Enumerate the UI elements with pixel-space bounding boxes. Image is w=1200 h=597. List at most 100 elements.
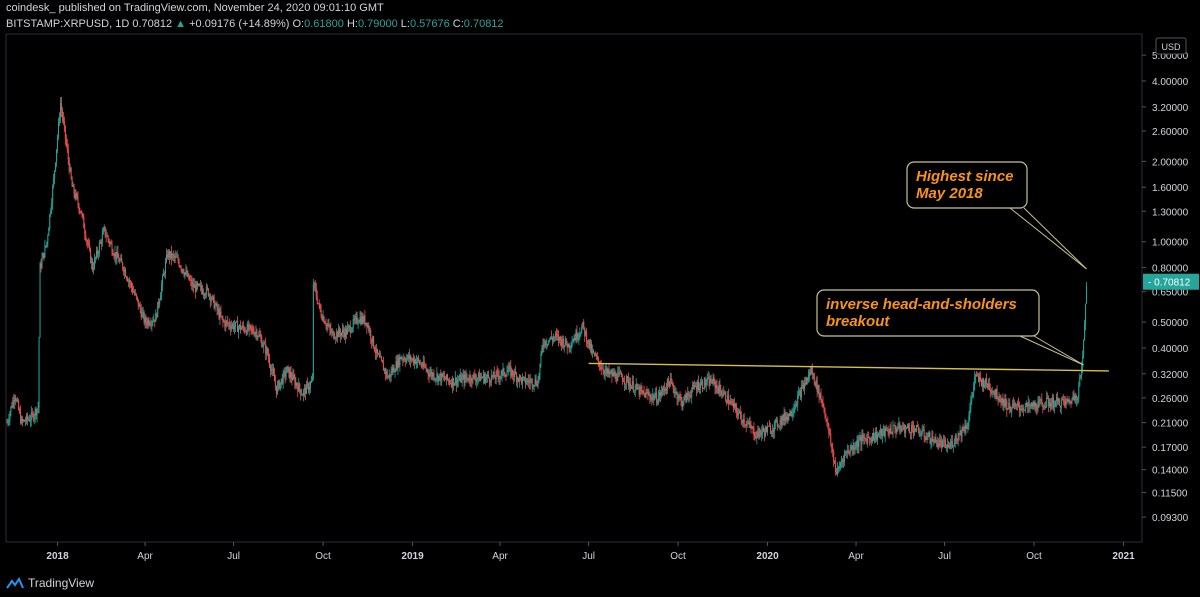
candle-body xyxy=(982,379,984,388)
candle-body xyxy=(90,248,92,263)
candle-body xyxy=(121,258,123,263)
candle-body xyxy=(918,431,920,436)
candle-body xyxy=(756,431,758,438)
currency-badge[interactable] xyxy=(1155,37,1187,55)
candle-body xyxy=(228,323,230,325)
candle-body xyxy=(175,256,177,258)
candle-body xyxy=(344,328,346,338)
candle-body xyxy=(973,383,975,393)
candle-body xyxy=(688,394,690,396)
candle-body xyxy=(1045,406,1047,408)
candle-body xyxy=(907,424,909,427)
candle-body xyxy=(192,283,194,287)
candle-body xyxy=(12,400,14,408)
candle-body xyxy=(885,427,887,431)
candle-body xyxy=(823,406,825,408)
candle-body xyxy=(501,370,503,376)
footer: TradingView xyxy=(0,572,1200,597)
candle-body xyxy=(892,425,894,434)
candle-body xyxy=(428,373,430,377)
candle-body xyxy=(841,459,843,463)
candle-body xyxy=(936,439,938,447)
candle-body xyxy=(278,381,280,389)
candle-body xyxy=(613,372,615,377)
candle-body xyxy=(1003,399,1005,406)
candle-body xyxy=(822,402,824,407)
candle-body xyxy=(123,268,125,273)
candle-body xyxy=(612,372,614,377)
candle-body xyxy=(94,257,96,259)
candle-body xyxy=(312,284,314,379)
candle-body xyxy=(124,269,126,273)
candle-body xyxy=(899,423,901,432)
candle-body xyxy=(378,354,380,358)
candle-body xyxy=(872,433,874,442)
candle-body xyxy=(261,338,263,347)
x-tick-label: 2018 xyxy=(46,551,69,562)
candle-body xyxy=(555,333,557,335)
candle-body xyxy=(413,359,415,364)
candle-body xyxy=(429,373,431,377)
candle-body xyxy=(437,373,439,382)
candle-body xyxy=(358,321,360,323)
candle-body xyxy=(361,316,363,324)
candle-body xyxy=(284,371,286,377)
candle-body xyxy=(641,390,643,392)
candle-body xyxy=(155,313,157,322)
candle-body xyxy=(391,370,393,373)
candle-body xyxy=(879,429,881,434)
candle-body xyxy=(346,327,348,335)
candle-body xyxy=(330,328,332,333)
candle-body xyxy=(886,430,888,432)
candle-body xyxy=(193,283,195,288)
candle-body xyxy=(1012,403,1014,409)
candle-body xyxy=(129,282,131,284)
tradingview-logo[interactable]: TradingView xyxy=(6,576,94,590)
y-tick-label: 1.60000 xyxy=(1152,183,1189,194)
candle-body xyxy=(835,462,837,473)
candle-body xyxy=(462,375,464,378)
candle-body xyxy=(408,355,410,360)
candle-body xyxy=(486,374,488,377)
candle-body xyxy=(418,360,420,364)
candle-body xyxy=(571,342,573,347)
candle-body xyxy=(1043,406,1045,408)
candle-body xyxy=(285,372,287,377)
candle-body xyxy=(590,343,592,348)
candle-body xyxy=(1030,402,1032,405)
candle-body xyxy=(495,371,497,379)
plot-area[interactable] xyxy=(5,33,1143,543)
candle-body xyxy=(336,331,338,338)
candle-body xyxy=(935,437,937,440)
candle-body xyxy=(296,382,298,387)
candle-body xyxy=(386,371,388,378)
callout-pointer xyxy=(1019,335,1084,366)
neckline-trendline xyxy=(588,362,1109,372)
candle-body xyxy=(736,411,738,416)
candle-body xyxy=(313,282,315,285)
candle-body xyxy=(616,379,618,382)
candle-body xyxy=(1086,285,1088,304)
candle-body xyxy=(751,427,753,429)
candle-body xyxy=(69,168,71,171)
candle-body xyxy=(705,383,707,386)
price-axis[interactable]: 5.00000 4.00000 3.20000 2.60000 2.00000 1.600… xyxy=(1142,51,1189,524)
candle-body xyxy=(766,427,768,433)
candle-body xyxy=(182,269,184,273)
publisher-name[interactable]: coindesk_ xyxy=(6,2,56,14)
candle-body xyxy=(492,372,494,377)
candle-body xyxy=(640,387,642,391)
candle-body xyxy=(474,374,476,379)
candle-body xyxy=(368,325,370,332)
candle-body xyxy=(734,403,736,407)
candle-body xyxy=(406,358,408,363)
candle-body xyxy=(216,303,218,310)
candle-body xyxy=(360,316,362,324)
candle-body xyxy=(1076,399,1078,401)
time-axis[interactable]: 2018 Apr Jul Oct 2019 Apr Jul Oct 2020 Apr Jul Oct 2… xyxy=(46,542,1135,562)
candle-body xyxy=(526,379,528,383)
candle-body xyxy=(225,320,227,327)
candle-body xyxy=(733,403,735,408)
candle-body xyxy=(746,423,748,426)
